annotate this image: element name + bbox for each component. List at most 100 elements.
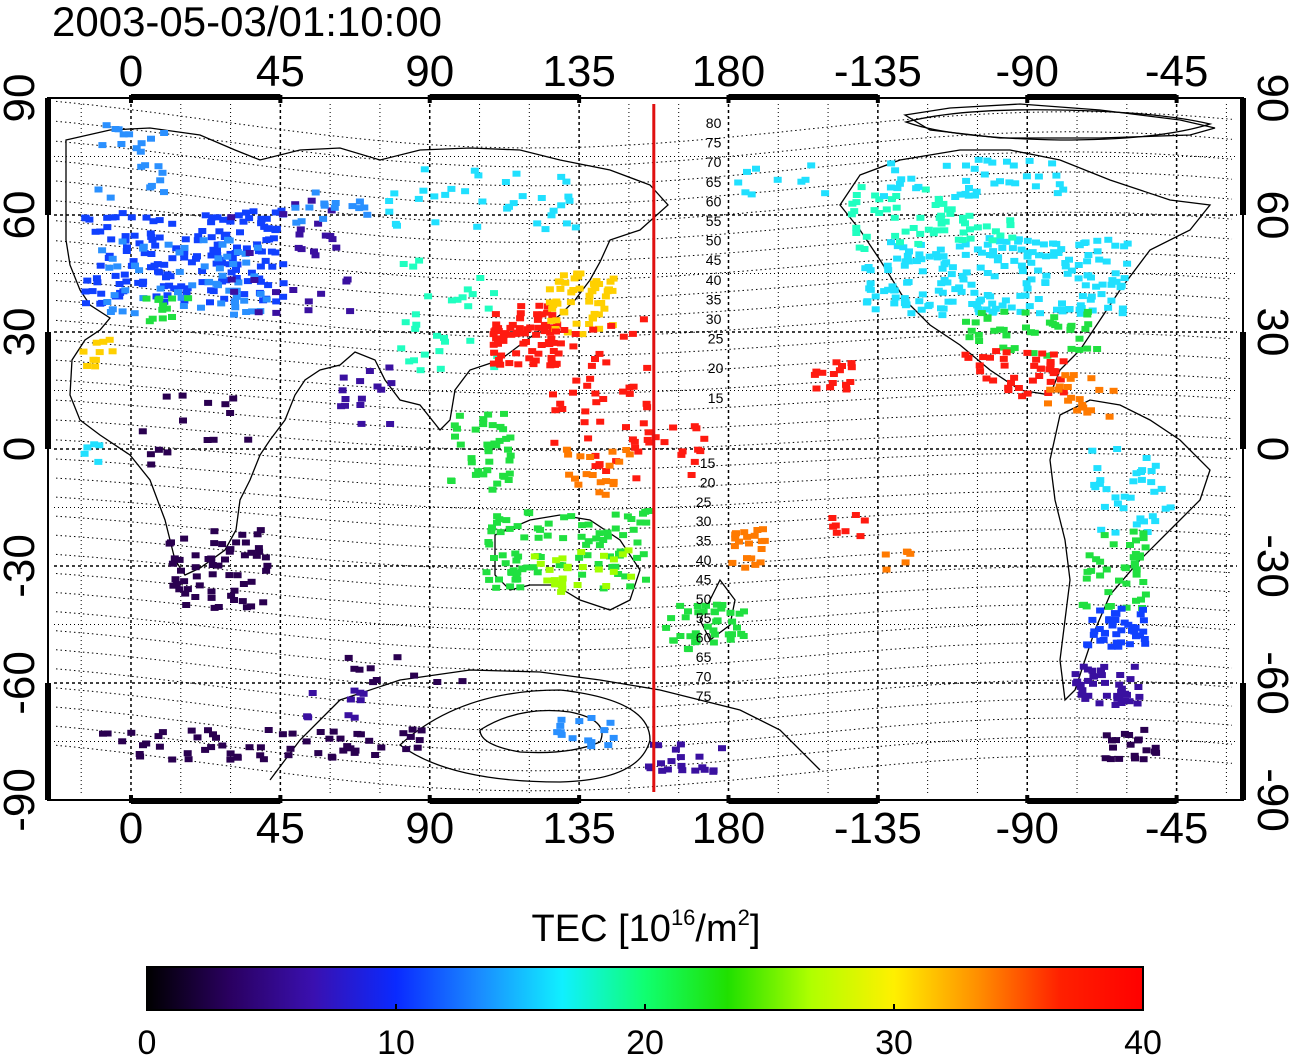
tec-point — [1084, 642, 1093, 649]
tec-point — [938, 265, 947, 272]
tec-point — [82, 300, 90, 307]
tec-point — [168, 220, 177, 227]
tec-point — [966, 226, 974, 233]
tec-point — [254, 545, 263, 552]
tec-point — [171, 576, 180, 583]
tec-point — [343, 743, 352, 750]
tec-point — [1069, 372, 1078, 379]
tec-point — [210, 604, 219, 611]
tec-point — [230, 587, 239, 594]
tec-point — [215, 228, 224, 235]
tec-point — [563, 563, 572, 570]
tec-point — [835, 367, 844, 374]
tec-point — [545, 341, 554, 348]
tec-point — [684, 646, 693, 653]
tec-point — [875, 196, 884, 203]
lat-tick-label-left: -30 — [0, 534, 44, 598]
tec-point — [243, 278, 252, 285]
tec-point — [147, 182, 156, 189]
tec-point — [1136, 515, 1145, 522]
tec-point — [619, 333, 628, 340]
tec-point — [586, 454, 595, 460]
contour-label: 20 — [708, 360, 724, 376]
tec-point — [1091, 484, 1100, 491]
tec-point — [752, 165, 760, 172]
tec-point — [939, 200, 948, 207]
tec-point — [214, 604, 223, 610]
contour-label: 15 — [708, 390, 724, 406]
tec-point — [801, 176, 810, 183]
tec-point — [118, 210, 127, 217]
tec-point — [207, 219, 216, 226]
tec-point — [142, 295, 151, 302]
tec-point — [1096, 637, 1105, 644]
tec-point — [773, 176, 782, 183]
tec-point — [245, 250, 254, 256]
tec-point — [1053, 306, 1061, 313]
tec-point — [983, 157, 992, 164]
tec-point — [414, 195, 423, 202]
tec-point — [451, 433, 459, 440]
tec-point — [1112, 639, 1121, 646]
tec-point — [966, 235, 975, 242]
tec-point — [464, 303, 473, 310]
tec-point — [550, 577, 559, 584]
tec-point — [263, 562, 272, 569]
tec-point — [226, 410, 235, 416]
tec-point — [956, 191, 965, 198]
tec-point — [712, 601, 721, 608]
tec-point — [543, 309, 552, 316]
tec-point — [624, 547, 633, 554]
tec-point — [1083, 568, 1092, 575]
tec-point — [821, 190, 830, 197]
tec-point — [523, 326, 532, 333]
tec-point — [1002, 349, 1011, 356]
tec-point — [918, 291, 927, 298]
tec-point — [1116, 672, 1125, 678]
tec-point — [1106, 603, 1115, 609]
tec-point — [146, 230, 155, 237]
tec-point — [1102, 692, 1111, 699]
lat-tick-label-right: 0 — [1248, 437, 1292, 461]
tec-point — [623, 513, 632, 520]
tec-point — [489, 360, 498, 367]
tec-point — [642, 576, 650, 583]
tec-point — [496, 529, 505, 536]
tec-point — [356, 378, 365, 385]
tec-point — [882, 206, 891, 213]
tec-point — [702, 602, 710, 609]
tec-point — [608, 287, 617, 294]
tec-point — [111, 126, 120, 132]
tec-point — [694, 609, 703, 616]
tec-point — [998, 302, 1007, 309]
tec-point — [218, 260, 226, 267]
tec-point — [687, 472, 696, 478]
tec-point — [1039, 241, 1048, 248]
tec-point — [232, 275, 241, 281]
tec-point — [471, 471, 480, 478]
tec-point — [344, 654, 353, 661]
tec-point — [533, 220, 542, 227]
tec-point — [855, 244, 864, 251]
tec-point — [489, 331, 498, 338]
tec-point — [419, 187, 428, 194]
tec-point — [516, 584, 525, 591]
tec-point — [1143, 529, 1152, 535]
tec-point — [1140, 636, 1149, 642]
tec-point — [213, 241, 222, 248]
tec-point — [1048, 160, 1057, 167]
tec-point — [1111, 270, 1120, 277]
tec-point — [958, 272, 967, 279]
tec-point — [509, 567, 518, 574]
tec-point — [191, 552, 200, 559]
tec-point — [187, 259, 196, 266]
tec-point — [592, 278, 601, 285]
tec-point — [1097, 526, 1106, 533]
tec-point — [962, 269, 971, 276]
tec-point — [135, 267, 144, 274]
tec-point — [846, 379, 855, 385]
colorbar-title: TEC [1016/m2] — [0, 905, 1292, 951]
tec-point — [1034, 173, 1043, 180]
tec-point — [1042, 272, 1051, 279]
tec-point — [1074, 275, 1083, 282]
